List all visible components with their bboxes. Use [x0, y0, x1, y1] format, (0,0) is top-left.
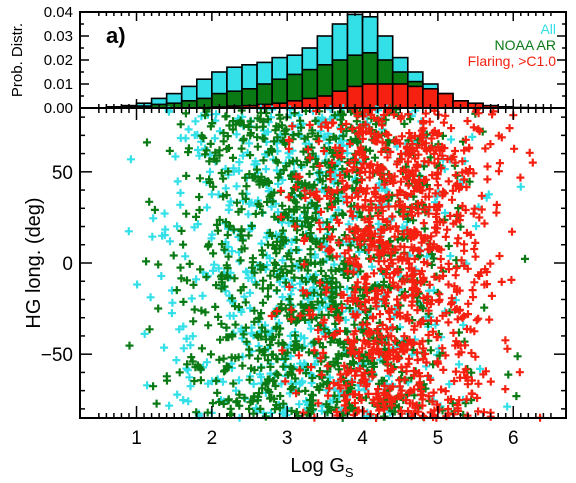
histogram-y-tick-label: 0.03	[44, 28, 73, 45]
scatter-x-tick-label: 6	[508, 428, 519, 449]
scatter-y-tick-label: 50	[52, 163, 73, 184]
panel-label: a)	[106, 23, 126, 48]
scatter-x-tick-labels: 1 2 3 4 5 6	[131, 428, 518, 449]
scatter-x-tick-label: 4	[357, 428, 368, 449]
x-axis-title-main: Log G	[290, 455, 344, 477]
scatter-x-axis-title: Log GS	[290, 455, 353, 480]
scatter-y-axis-title: HG long. (deg)	[23, 197, 45, 328]
scatter-y-tick-labels: 50 0 −50	[41, 163, 73, 366]
histogram-y-tick-label: 0.02	[44, 52, 73, 69]
histogram-y-tick-label: 0.01	[44, 76, 73, 93]
scatter-y-tick-label: −50	[41, 345, 73, 366]
histogram-y-tick-labels: 0.00 0.01 0.02 0.03 0.04	[44, 4, 73, 117]
histogram-y-axis-title: Prob. Distr.	[9, 23, 26, 97]
scatter-x-tick-label: 5	[433, 428, 444, 449]
legend-entry-flaring: Flaring, >C1.0	[468, 53, 557, 69]
histogram-y-tick-label: 0.04	[44, 4, 73, 21]
scatter-x-tick-label: 1	[131, 428, 142, 449]
histogram-y-tick-label: 0.00	[44, 100, 73, 117]
scatter-x-tick-label: 2	[207, 428, 218, 449]
legend-entry-noaa: NOAA AR	[495, 37, 556, 53]
histogram-panel: a) 0.00 0.01 0.02 0.03 0.04 Prob. Distr. All…	[9, 4, 567, 117]
scatter-series-flaring	[267, 104, 545, 422]
legend-entry-all: All	[540, 21, 556, 37]
scatter-y-tick-label: 0	[62, 254, 73, 275]
scatter-panel: 1 2 3 4 5 6 50 0 −50 HG long. (deg) Log GS	[23, 104, 567, 480]
scatter-points	[124, 104, 545, 422]
scatter-x-tick-label: 3	[282, 428, 293, 449]
scatter-ticks	[80, 108, 566, 418]
x-axis-title-subscript: S	[345, 465, 354, 480]
